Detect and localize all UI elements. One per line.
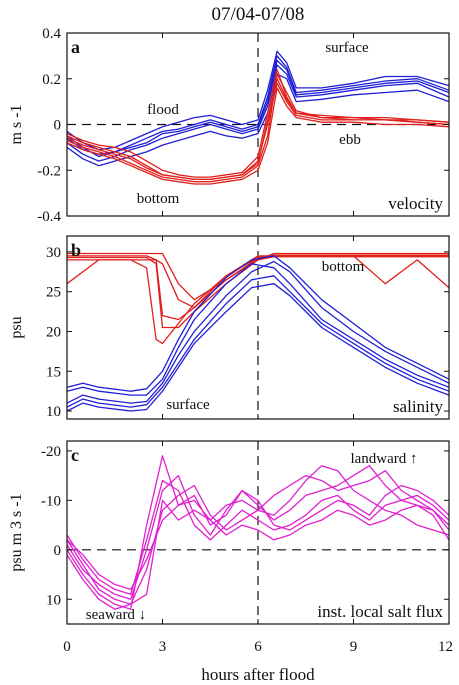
- series-line-surface-3: [66, 50, 450, 151]
- series-line-flux-4: [66, 479, 450, 595]
- series-line-bottom-7: [66, 73, 450, 183]
- series-line-flux-2: [66, 455, 450, 610]
- series-line-bottom-9: [66, 87, 450, 185]
- series-line-bottom-4: [66, 255, 450, 309]
- x-axis-label: hours after flood: [201, 665, 315, 684]
- label-bottom: bottom: [322, 259, 365, 275]
- y-tick-label: 20: [46, 324, 61, 340]
- label-flood: flood: [147, 102, 179, 118]
- y-axis-label: psu: [8, 316, 25, 338]
- series-line-flux-5: [66, 470, 450, 610]
- label-ebb: ebb: [339, 132, 361, 148]
- y-axis-label: m s -1: [8, 105, 25, 145]
- y-tick-label: 0: [54, 118, 62, 134]
- y-tick-label: -20: [41, 444, 61, 460]
- series-line-surface-1: [66, 55, 450, 158]
- panel-letter: c: [71, 445, 79, 465]
- panel-b: 30 25 20 15 10 b psu salinity surface bottom: [8, 235, 450, 420]
- x-tick-label: 9: [350, 639, 358, 655]
- series-line-surface-4: [66, 73, 450, 167]
- x-tick-label: 0: [63, 639, 71, 655]
- series-line-surface-7: [66, 260, 450, 404]
- figure-title: 07/04-07/08: [212, 4, 305, 25]
- y-tick-label: 15: [46, 364, 61, 380]
- label-surface: surface: [166, 397, 210, 413]
- label-seaward: seaward ↓: [86, 607, 146, 623]
- series-line-bottom-10: [66, 78, 450, 181]
- panels: 0.4 0.2 0 -0.2 -0.4 a m s -1 velocity flood ebb su…: [8, 26, 453, 655]
- series-line-surface-2: [66, 64, 450, 162]
- label-surface: surface: [325, 40, 369, 56]
- series-line-surface-6: [66, 263, 450, 396]
- series-line-surface-10: [66, 275, 450, 408]
- panel-a: 0.4 0.2 0 -0.2 -0.4 a m s -1 velocity flood ebb su…: [8, 26, 450, 225]
- y-tick-label: 25: [46, 285, 61, 301]
- y-tick-label: -0.2: [37, 163, 61, 179]
- y-tick-label: -10: [41, 493, 61, 509]
- x-tick-label: 6: [254, 639, 262, 655]
- series-line-flux-3: [66, 474, 450, 600]
- x-tick-label: 3: [159, 639, 167, 655]
- x-tick-label: 12: [438, 639, 453, 655]
- y-tick-label: 0: [54, 543, 62, 559]
- panel-c: -20 -10 0 10 c psu m 3 s -1 inst. local salt f…: [8, 440, 450, 625]
- y-tick-label: 10: [46, 592, 61, 608]
- y-tick-label: 30: [46, 245, 61, 261]
- y-tick-label: 10: [46, 404, 61, 420]
- panel-letter: b: [71, 240, 81, 260]
- series-line-flux-6: [66, 499, 450, 591]
- panel-annotation: inst. local salt flux: [317, 602, 443, 621]
- panel-annotation: salinity: [393, 397, 444, 416]
- y-tick-label: -0.4: [37, 209, 61, 225]
- series-line-surface-9: [66, 255, 450, 392]
- series-line-bottom-8: [66, 68, 450, 178]
- y-tick-label: 0.2: [42, 72, 61, 88]
- series-line-bottom-5: [67, 252, 449, 301]
- y-tick-label: 0.4: [42, 26, 61, 42]
- label-bottom: bottom: [137, 191, 180, 207]
- panel-letter: a: [71, 37, 80, 57]
- y-axis-label: psu m 3 s -1: [8, 493, 25, 571]
- series-line-surface-8: [66, 283, 450, 412]
- label-landward: landward ↑: [350, 451, 417, 467]
- panel-annotation: velocity: [388, 194, 443, 213]
